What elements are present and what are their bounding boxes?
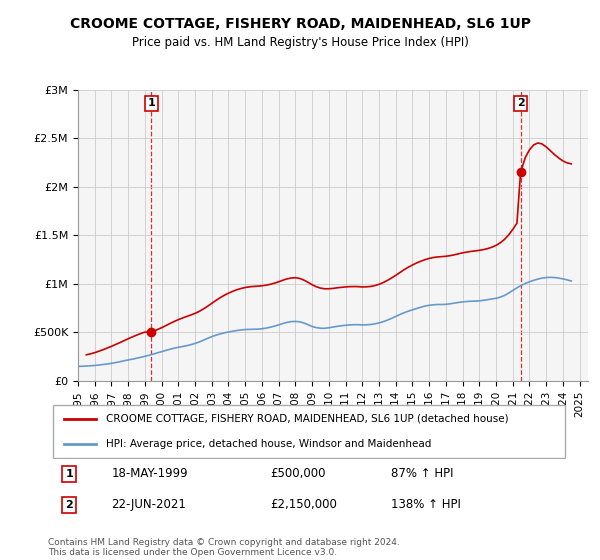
Text: 2: 2: [65, 500, 73, 510]
Text: Price paid vs. HM Land Registry's House Price Index (HPI): Price paid vs. HM Land Registry's House …: [131, 36, 469, 49]
Text: 138% ↑ HPI: 138% ↑ HPI: [391, 498, 461, 511]
Text: 18-MAY-1999: 18-MAY-1999: [112, 468, 188, 480]
Text: 22-JUN-2021: 22-JUN-2021: [112, 498, 186, 511]
Text: 1: 1: [148, 99, 155, 108]
Text: CROOME COTTAGE, FISHERY ROAD, MAIDENHEAD, SL6 1UP: CROOME COTTAGE, FISHERY ROAD, MAIDENHEAD…: [70, 17, 530, 31]
Text: £2,150,000: £2,150,000: [270, 498, 337, 511]
Text: CROOME COTTAGE, FISHERY ROAD, MAIDENHEAD, SL6 1UP (detached house): CROOME COTTAGE, FISHERY ROAD, MAIDENHEAD…: [106, 414, 509, 424]
Text: HPI: Average price, detached house, Windsor and Maidenhead: HPI: Average price, detached house, Wind…: [106, 438, 431, 449]
Text: Contains HM Land Registry data © Crown copyright and database right 2024.
This d: Contains HM Land Registry data © Crown c…: [48, 538, 400, 557]
Text: 1: 1: [65, 469, 73, 479]
Text: 87% ↑ HPI: 87% ↑ HPI: [391, 468, 454, 480]
Text: £500,000: £500,000: [270, 468, 325, 480]
FancyBboxPatch shape: [53, 405, 565, 458]
Text: 2: 2: [517, 99, 524, 108]
